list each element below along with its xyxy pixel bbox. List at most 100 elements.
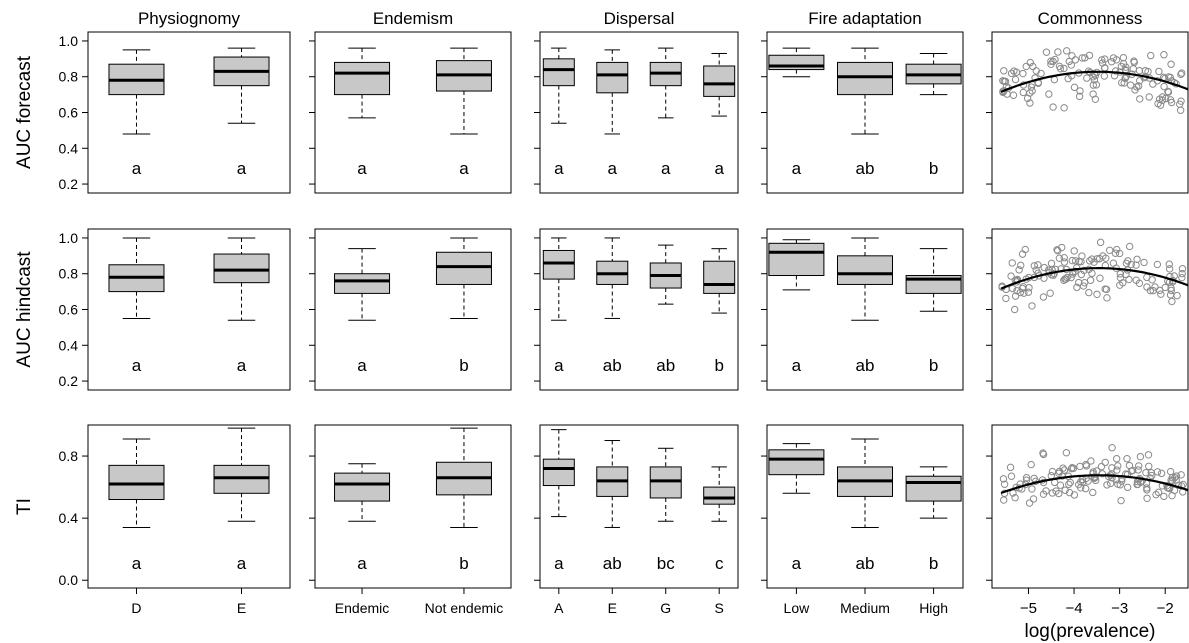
significance-letter: a — [459, 159, 469, 178]
scatter-point — [1172, 472, 1181, 480]
scatter-point — [1101, 55, 1109, 63]
panel-frame — [991, 424, 1189, 589]
scatter-point — [1167, 98, 1176, 107]
scatter-point — [1000, 496, 1008, 504]
scatter-point — [1093, 290, 1101, 298]
scatter-point — [1045, 90, 1053, 98]
scatter-point — [1083, 74, 1091, 82]
scatter-point — [1126, 81, 1135, 89]
y-tick-label: 0.4 — [59, 337, 79, 353]
scatter-point — [1088, 255, 1096, 263]
scatter-point — [1047, 259, 1056, 268]
scatter-point — [1016, 288, 1025, 297]
scatter-point — [1123, 483, 1132, 492]
scatter-point — [1085, 257, 1094, 265]
scatter-point — [1164, 87, 1172, 96]
scatter-point — [1075, 92, 1084, 101]
x-tick-label: E — [237, 600, 246, 616]
box — [542, 249, 575, 280]
significance-letter: bc — [657, 554, 675, 573]
column-title: Dispersal — [604, 9, 675, 28]
scatter-point — [1082, 460, 1090, 469]
scatter-point — [1019, 283, 1027, 291]
significance-letter: c — [715, 554, 724, 573]
scatter-point — [1116, 270, 1125, 278]
scatter-point — [1165, 265, 1174, 273]
scatter-point — [1136, 95, 1144, 103]
box — [703, 486, 736, 505]
scatter-point — [1067, 61, 1076, 69]
scatter-point — [1022, 476, 1031, 484]
scatter-point — [1157, 290, 1165, 298]
scatter-point — [1011, 494, 1019, 502]
scatter-point — [1081, 54, 1089, 62]
scatter-point — [1103, 294, 1111, 302]
scatter-point — [1179, 480, 1187, 489]
scatter-point — [1072, 264, 1081, 272]
box — [542, 458, 575, 487]
scatter-point — [1047, 57, 1055, 65]
scatter-point — [1039, 490, 1048, 498]
scatter-point — [1022, 474, 1031, 482]
scatter-point — [1130, 57, 1138, 65]
scatter-point — [999, 87, 1007, 96]
scatter-point — [1071, 56, 1080, 64]
scatter-point — [1097, 462, 1106, 471]
x-axis-label: log(prevalence) — [1025, 621, 1156, 642]
scatter-point — [1008, 259, 1016, 267]
scatter-point — [1143, 283, 1151, 291]
scatter-point — [1133, 480, 1141, 489]
scatter-point — [1136, 452, 1145, 461]
panel-frame — [314, 424, 512, 589]
scatter-point — [1019, 69, 1027, 78]
scatter-point — [1160, 82, 1168, 91]
x-tick-label: −4 — [1065, 600, 1082, 617]
significance-letter: ab — [856, 356, 875, 375]
scatter-point — [1112, 56, 1121, 64]
column-title: Physiognomy — [138, 9, 241, 28]
scatter-point — [1100, 72, 1109, 80]
significance-letter: a — [237, 159, 247, 178]
scatter-point — [1166, 467, 1175, 476]
x-tick-label: −5 — [1020, 600, 1037, 617]
scatter-point — [1006, 463, 1015, 472]
scatter-point — [1042, 48, 1051, 56]
scatter-point — [1147, 51, 1155, 60]
scatter-point — [1030, 262, 1039, 270]
y-tick-label: 0.4 — [59, 510, 79, 526]
scatter-point — [1099, 252, 1107, 260]
trend-line — [1000, 70, 1189, 93]
scatter-point — [1068, 256, 1076, 265]
scatter-point — [1007, 69, 1016, 78]
scatter-point — [1080, 266, 1088, 275]
box — [435, 251, 492, 285]
trend-line — [1000, 267, 1189, 290]
scatter-point — [1049, 103, 1057, 111]
significance-letter: b — [929, 554, 938, 573]
x-tick-label: −2 — [1157, 600, 1174, 617]
scatter-point — [1153, 468, 1162, 476]
significance-letter: a — [357, 159, 367, 178]
box — [703, 260, 736, 294]
scatter-point — [1029, 495, 1038, 503]
x-tick-label: D — [131, 600, 141, 616]
box — [837, 61, 893, 96]
x-tick-label: Low — [784, 600, 811, 616]
scatter-point — [1060, 258, 1069, 266]
scatter-point — [1154, 488, 1163, 497]
y-tick-label: 0.6 — [59, 302, 79, 318]
scatter-point — [1178, 273, 1186, 282]
scatter-point — [1039, 293, 1048, 301]
y-tick-label: 0.8 — [59, 266, 79, 282]
scatter-point — [1034, 261, 1042, 269]
scatter-point — [1029, 62, 1037, 71]
scatter-point — [1070, 83, 1079, 92]
scatter-point — [1119, 59, 1128, 68]
scatter-point — [1079, 282, 1088, 290]
scatter-point — [1055, 62, 1064, 71]
scatter-point — [1149, 80, 1157, 88]
scatter-point — [1048, 467, 1057, 476]
x-tick-label: Endemic — [335, 600, 389, 616]
scatter-point — [1060, 466, 1069, 474]
y-tick-label: 0.8 — [59, 448, 79, 464]
